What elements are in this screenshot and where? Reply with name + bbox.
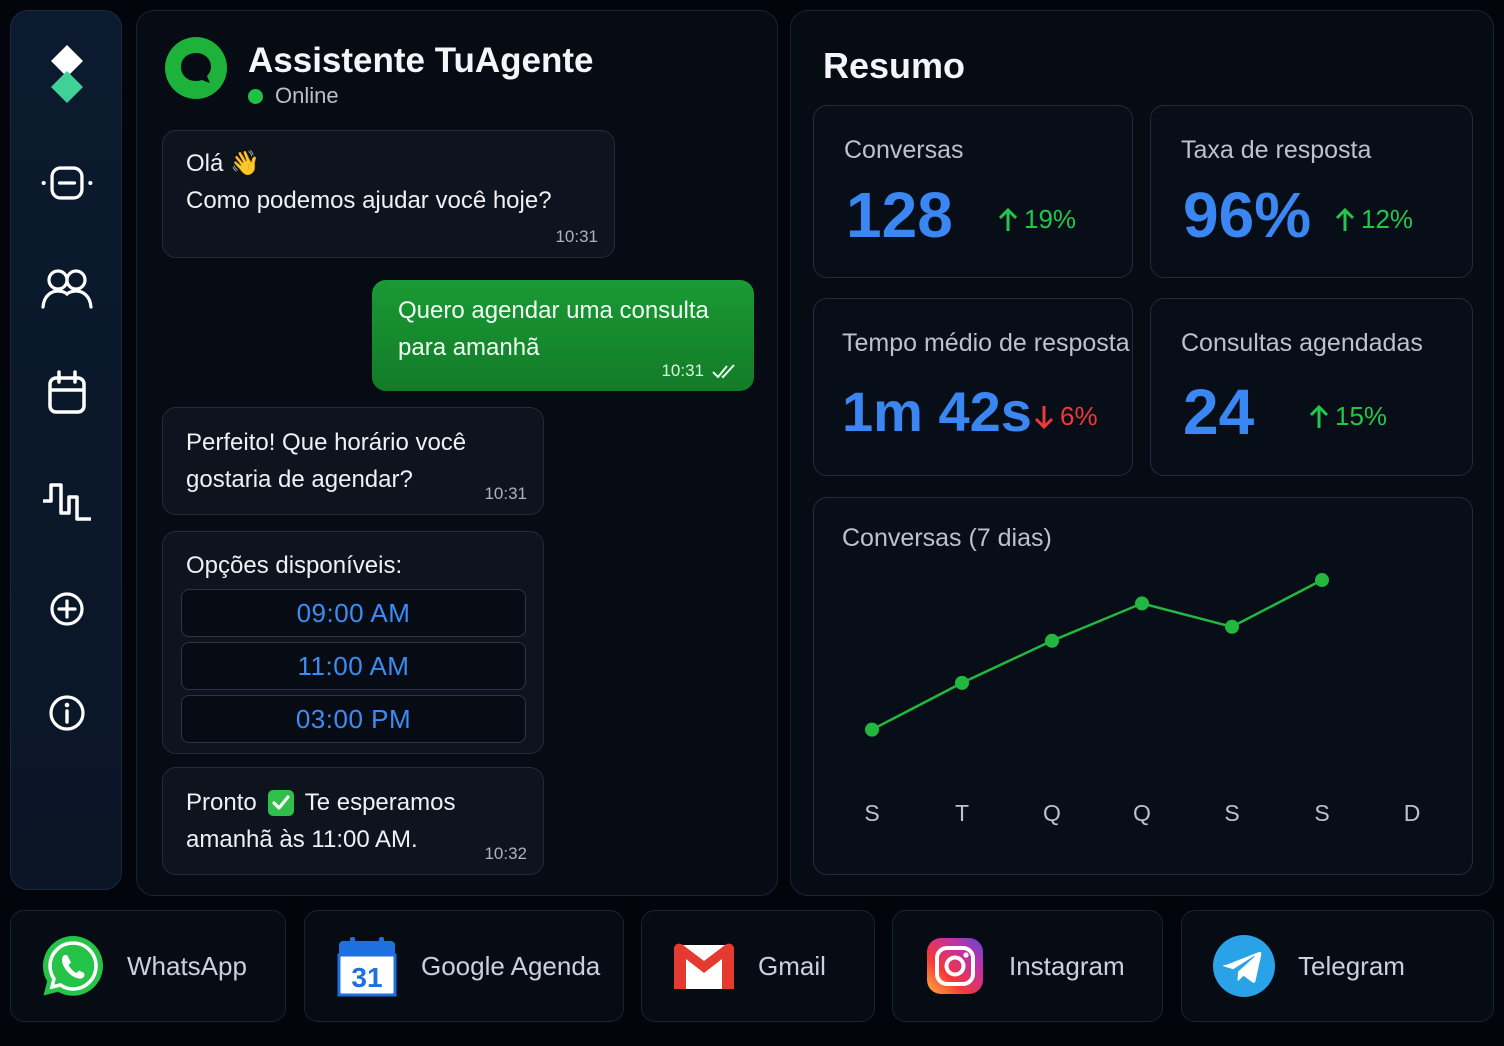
message-time: 10:32 [484, 844, 527, 863]
message-time: 10:31 [661, 361, 704, 380]
x-tick-label: T [955, 800, 969, 826]
calendar-day: 31 [351, 962, 382, 993]
message-text-part: Te esperamos [304, 789, 456, 816]
chart-title: Conversas (7 dias) [842, 524, 1052, 552]
whatsapp-icon [41, 934, 105, 998]
integration-label: WhatsApp [127, 950, 247, 981]
data-point [1135, 596, 1149, 611]
integration-label: Gmail [758, 950, 826, 981]
instagram-icon [923, 934, 987, 998]
google-calendar-icon: 31 [335, 934, 399, 998]
stat-delta: 19% [998, 204, 1076, 235]
integration-label: Telegram [1298, 950, 1405, 981]
integration-google-calendar[interactable]: 31 Google Agenda [304, 910, 624, 1022]
message-text-line2: gostaria de agendar? [186, 466, 413, 493]
arrow-up-icon [1309, 404, 1329, 428]
gmail-icon [672, 934, 736, 998]
stat-card-conversations: Conversas 128 19% [813, 105, 1133, 278]
summary-title: Resumo [823, 45, 966, 86]
delta-value: 12% [1361, 204, 1414, 234]
time-slot-option[interactable]: 11:00 AM [181, 642, 526, 690]
stat-value: 24 [1183, 376, 1255, 448]
message-incoming: Perfeito! Que horário você gostaria de a… [162, 407, 544, 515]
time-slot-option[interactable]: 03:00 PM [181, 695, 526, 743]
online-dot [248, 88, 263, 104]
message-time: 10:31 [555, 227, 598, 246]
options-title: Opções disponíveis: [186, 552, 403, 579]
message-text-line2: amanhã às 11:00 AM. [186, 826, 418, 853]
stat-value: 128 [846, 179, 953, 251]
chat-title: Assistente TuAgente [248, 41, 594, 80]
x-tick-label: S [1314, 800, 1329, 826]
stat-delta: 15% [1309, 401, 1387, 432]
integration-instagram[interactable]: Instagram [892, 910, 1163, 1022]
message-text-line2: Como podemos ajudar você hoje? [186, 187, 552, 214]
data-point [1225, 619, 1239, 634]
stat-delta: 12% [1335, 204, 1413, 235]
message-incoming: Olá 👋 Como podemos ajudar você hoje? 10:… [162, 130, 615, 258]
stat-label: Taxa de resposta [1181, 136, 1372, 164]
delta-value: 19% [1024, 204, 1077, 234]
message-text-line1: Pronto Te esperamos [186, 784, 455, 821]
x-tick-label: D [1404, 800, 1421, 826]
message-text-line1: Olá 👋 [186, 150, 260, 177]
delta-value: 15% [1335, 401, 1388, 431]
stat-delta: 6% [1034, 401, 1098, 432]
chat-panel: Assistente TuAgente Online Olá 👋 Como po… [136, 10, 778, 896]
summary-panel: Resumo Conversas 128 19% Taxa de respost… [790, 10, 1494, 896]
data-point [1045, 633, 1059, 648]
stat-value: 1m 42s [842, 380, 1032, 443]
telegram-icon [1212, 934, 1276, 998]
status-label: Online [275, 83, 339, 108]
logo-icon[interactable] [39, 45, 95, 103]
info-icon[interactable] [39, 685, 95, 741]
chat-icon[interactable] [39, 155, 95, 211]
message-text-line2: para amanhã [398, 334, 540, 361]
integration-telegram[interactable]: Telegram [1181, 910, 1494, 1022]
stat-label: Consultas agendadas [1181, 329, 1423, 357]
check-mark-icon [267, 789, 295, 817]
arrow-up-icon [1335, 207, 1355, 231]
x-tick-label: S [1224, 800, 1239, 826]
assistant-avatar-icon [165, 37, 227, 99]
integration-label: Instagram [1009, 950, 1125, 981]
options-message: Opções disponíveis: 09:00 AM 11:00 AM 03… [162, 531, 544, 754]
stat-label: Conversas [844, 136, 964, 164]
stat-card-appointments: Consultas agendadas 24 15% [1150, 298, 1473, 476]
arrow-up-icon [998, 207, 1018, 231]
message-text-line1: Perfeito! Que horário você [186, 429, 467, 456]
integration-gmail[interactable]: Gmail [641, 910, 875, 1022]
message-text-line1: Quero agendar uma consulta [398, 297, 709, 324]
x-tick-label: Q [1043, 800, 1061, 826]
data-point [955, 675, 969, 690]
chat-status: Online [248, 83, 339, 109]
arrow-down-icon [1034, 405, 1054, 429]
message-time: 10:31 [484, 484, 527, 503]
x-tick-label: S [864, 800, 879, 826]
integration-label: Google Agenda [421, 950, 601, 981]
time-slot-option[interactable]: 09:00 AM [181, 589, 526, 637]
activity-icon[interactable] [39, 473, 95, 529]
data-point [865, 722, 879, 737]
message-text-part: Pronto [186, 789, 257, 816]
stat-label: Tempo médio de resposta [842, 329, 1130, 357]
message-outgoing: Quero agendar uma consulta para amanhã 1… [372, 280, 754, 391]
series-line [871, 578, 1323, 731]
data-point [1315, 573, 1329, 588]
stat-value: 96% [1183, 179, 1312, 251]
integration-whatsapp[interactable]: WhatsApp [10, 910, 286, 1022]
stat-card-response-rate: Taxa de resposta 96% 12% [1150, 105, 1473, 278]
x-tick-label: Q [1133, 800, 1151, 826]
stat-card-avg-response-time: Tempo médio de resposta 1m 42s 6% [813, 298, 1133, 476]
calendar-icon[interactable] [39, 365, 95, 421]
message-incoming: Pronto Te esperamos amanhã às 11:00 AM. … [162, 767, 544, 875]
message-time-wrap: 10:31 [661, 361, 738, 381]
conversations-chart: Conversas (7 dias) S T Q Q S S D [813, 497, 1473, 875]
add-icon[interactable] [39, 581, 95, 637]
double-check-icon [712, 364, 735, 379]
users-icon[interactable] [39, 261, 95, 317]
sidebar [10, 10, 122, 890]
delta-value: 6% [1060, 401, 1098, 431]
